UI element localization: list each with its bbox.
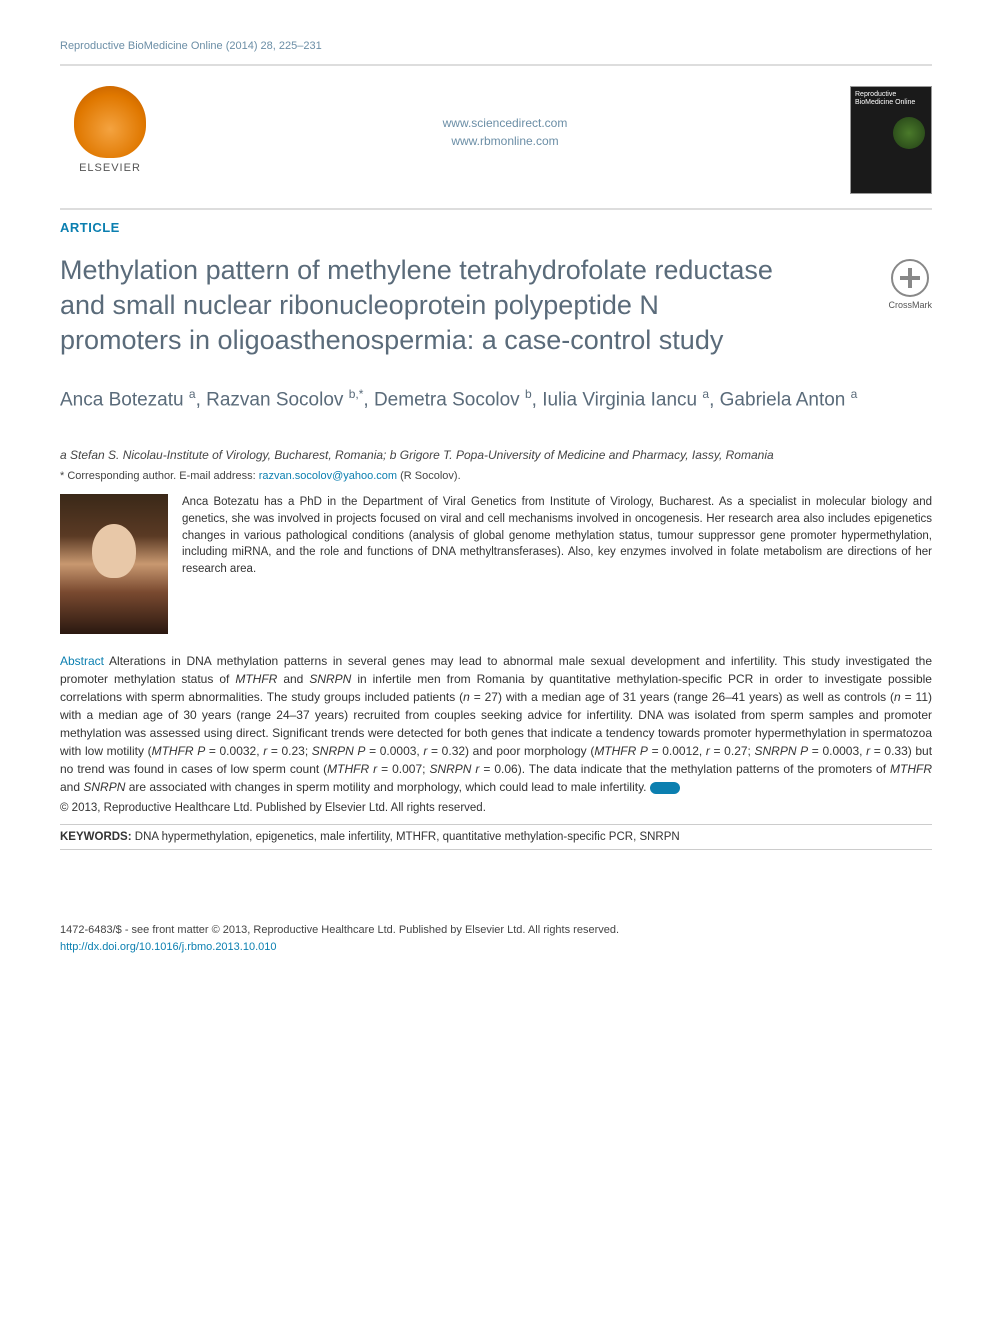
cover-title: Reproductive BioMedicine Online (855, 91, 931, 106)
article-title: Methylation pattern of methylene tetrahy… (60, 253, 780, 358)
journal-citation-header: Reproductive BioMedicine Online (2014) 2… (60, 40, 932, 66)
corresponding-suffix: (R Socolov). (397, 470, 461, 482)
keywords-list: DNA hypermethylation, epigenetics, male … (132, 831, 680, 843)
corresponding-author: * Corresponding author. E-mail address: … (60, 470, 932, 482)
keywords-label: KEYWORDS: (60, 831, 132, 843)
abstract: Abstract Alterations in DNA methylation … (60, 652, 932, 796)
rbm-badge-icon (650, 782, 680, 794)
corresponding-prefix: * Corresponding author. E-mail address: (60, 470, 259, 482)
author-photo (60, 494, 168, 634)
cover-accent-icon (893, 117, 925, 149)
front-matter-line: 1472-6483/$ - see front matter © 2013, R… (60, 922, 932, 939)
crossmark-badge[interactable]: CrossMark (888, 259, 932, 310)
elsevier-tree-icon (74, 86, 146, 158)
author-list: Anca Botezatu a, Razvan Socolov b,*, Dem… (60, 386, 932, 414)
author-bio-block: Anca Botezatu has a PhD in the Departmen… (60, 494, 932, 634)
keywords-row: KEYWORDS: DNA hypermethylation, epigenet… (60, 824, 932, 850)
journal-links: www.sciencedirect.com www.rbmonline.com (443, 114, 568, 150)
publisher-name: ELSEVIER (79, 162, 141, 174)
author-bio-text: Anca Botezatu has a PhD in the Departmen… (182, 494, 932, 634)
publisher-row: ELSEVIER www.sciencedirect.com www.rbmon… (60, 86, 932, 194)
sciencedirect-link[interactable]: www.sciencedirect.com (443, 114, 568, 132)
elsevier-logo: ELSEVIER (60, 86, 160, 174)
copyright-line: © 2013, Reproductive Healthcare Ltd. Pub… (60, 802, 932, 814)
crossmark-label: CrossMark (888, 300, 932, 310)
title-row: Methylation pattern of methylene tetrahy… (60, 253, 932, 386)
journal-cover-thumbnail: Reproductive BioMedicine Online (850, 86, 932, 194)
page-footer: 1472-6483/$ - see front matter © 2013, R… (60, 922, 932, 955)
rbmonline-link[interactable]: www.rbmonline.com (443, 132, 568, 150)
corresponding-email[interactable]: razvan.socolov@yahoo.com (259, 470, 397, 482)
doi-link[interactable]: http://dx.doi.org/10.1016/j.rbmo.2013.10… (60, 939, 932, 956)
section-divider (60, 208, 932, 210)
affiliations: a Stefan S. Nicolau-Institute of Virolog… (60, 446, 932, 464)
article-section-label: ARTICLE (60, 220, 932, 235)
crossmark-icon (891, 259, 929, 297)
